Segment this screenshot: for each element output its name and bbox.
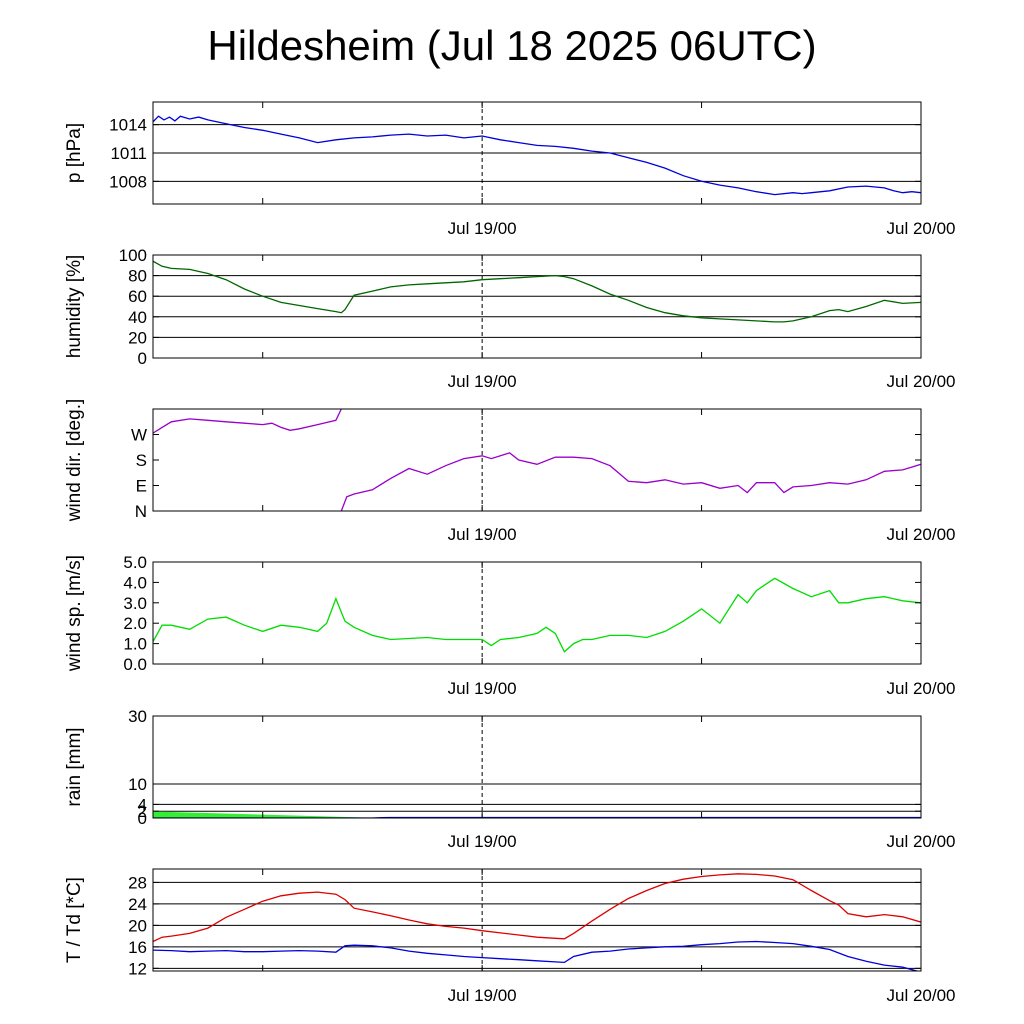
series-line-0 <box>153 577 921 653</box>
series-line-0 <box>153 115 921 196</box>
series-group <box>153 260 921 323</box>
series-group <box>153 115 921 196</box>
y-tick-label: 2.0 <box>123 614 147 633</box>
y-axis-label: humidity [%] <box>64 255 85 358</box>
y-tick-label: 16 <box>128 938 147 957</box>
y-tick-label: 3.0 <box>123 594 147 613</box>
rain-area <box>153 811 382 818</box>
x-tick-label: Jul 19/00 <box>448 679 517 698</box>
panel-3: 0.01.0 2.03.0 4.05.0 Jul 19/00 Jul 20/00 wind… <box>64 553 956 698</box>
y-axis-label: rain [mm] <box>64 727 85 806</box>
y-tick-label: 20 <box>128 328 147 347</box>
x-tick-label: Jul 20/00 <box>887 679 956 698</box>
y-tick-label: 5.0 <box>123 553 147 572</box>
y-tick-label: 12 <box>128 959 147 978</box>
y-axis-label: wind sp. [m/s] <box>64 555 85 672</box>
x-tick-label: Jul 20/00 <box>887 525 956 544</box>
y-axis-label: T / Td [*C] <box>64 877 85 963</box>
chart-title: Hildesheim (Jul 18 2025 06UTC) <box>207 22 817 69</box>
x-tick-label: Jul 19/00 <box>448 219 517 238</box>
series-line-0 <box>153 409 342 434</box>
y-tick-label: 4 <box>138 795 147 814</box>
series-line-0 <box>153 873 921 943</box>
panel-frame <box>152 254 922 359</box>
series-group <box>153 577 921 653</box>
x-tick-label: Jul 19/00 <box>448 525 517 544</box>
y-tick-label: 0.0 <box>123 655 147 674</box>
series-group <box>153 409 921 511</box>
x-tick-label: Jul 20/00 <box>887 986 956 1005</box>
y-tick-label: 2 <box>138 802 147 821</box>
y-axis-label: p [hPa] <box>64 123 85 183</box>
x-tick-label: Jul 19/00 <box>448 372 517 391</box>
series-group <box>153 873 921 971</box>
y-tick-label: 30 <box>128 707 147 726</box>
panel-5: 12 16 20 24 28 Jul 19/00 Jul 20/00 T / Td [*C] <box>64 868 956 1005</box>
y-tick-label: N <box>135 502 147 521</box>
y-tick-label: 1008 <box>109 172 147 191</box>
y-tick-label: 28 <box>128 873 147 892</box>
y-tick-label: 100 <box>119 246 147 265</box>
y-tick-label: 40 <box>128 308 147 327</box>
y-tick-label: 10 <box>128 775 147 794</box>
y-tick-label: 0 <box>138 809 147 828</box>
series-line-1 <box>153 940 920 971</box>
y-tick-label: 1.0 <box>123 635 147 654</box>
y-tick-label: 80 <box>128 267 147 286</box>
x-tick-label: Jul 20/00 <box>887 372 956 391</box>
y-tick-label: E <box>136 477 147 496</box>
y-tick-label: W <box>131 426 147 445</box>
y-tick-label: 24 <box>128 895 147 914</box>
panel-frame <box>152 561 922 665</box>
panel-0: 1008 1011 1014 Jul 19/00 Jul 20/00 p [hPa] <box>64 101 956 238</box>
x-tick-label: Jul 20/00 <box>887 832 956 851</box>
y-tick-label: 1014 <box>109 116 147 135</box>
y-tick-label: 60 <box>128 287 147 306</box>
y-tick-label: 0 <box>138 349 147 368</box>
y-tick-label: 4.0 <box>123 573 147 592</box>
x-tick-label: Jul 20/00 <box>887 219 956 238</box>
panel-frame <box>152 868 922 972</box>
y-tick-label: S <box>136 451 147 470</box>
y-tick-label: 20 <box>128 916 147 935</box>
x-tick-label: Jul 19/00 <box>448 832 517 851</box>
series-group <box>153 811 921 818</box>
panel-frame <box>152 715 922 819</box>
y-axis-label: wind dir. [deg.] <box>64 399 85 523</box>
series-line-1 <box>340 452 921 511</box>
series-line-0 <box>153 260 921 323</box>
x-tick-label: Jul 19/00 <box>448 986 517 1005</box>
y-tick-label: 1011 <box>110 144 147 163</box>
